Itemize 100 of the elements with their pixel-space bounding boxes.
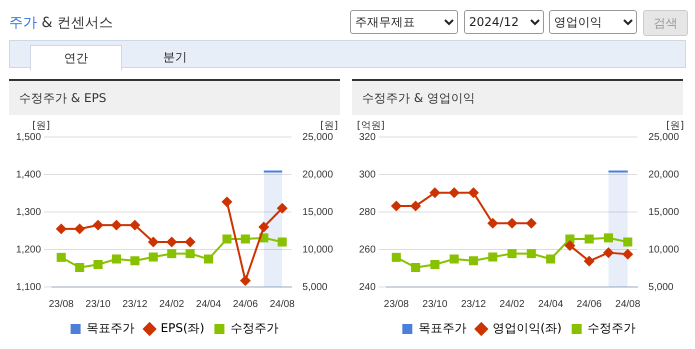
point [130, 220, 140, 230]
point [468, 256, 478, 266]
y2-tick-label: 25,000 [302, 132, 334, 143]
chart-title: 수정주가 & 영업이익 [352, 81, 683, 115]
x-tick-label: 24/02 [159, 298, 185, 310]
chart-title: 수정주가 & EPS [9, 81, 340, 115]
point [204, 254, 214, 264]
y2-tick-label: 15,000 [302, 206, 334, 218]
x-tick-label: 23/08 [384, 298, 410, 310]
text: 연간 [30, 45, 122, 70]
point [93, 220, 104, 230]
point [430, 260, 440, 270]
point [111, 220, 122, 230]
point [604, 233, 614, 242]
point [488, 252, 498, 262]
point [564, 240, 575, 251]
x-tick-label: 24/06 [576, 298, 602, 310]
point [148, 237, 158, 247]
y-tick-label: 1,200 [16, 244, 42, 256]
point [488, 218, 498, 228]
x-tick-label: 24/08 [615, 298, 641, 310]
x-tick-label: 23/12 [460, 298, 486, 310]
y-tick-label: 1,300 [16, 206, 42, 218]
text: 영업이익 [549, 10, 637, 34]
y-axis-title: [원] [32, 120, 50, 132]
y-tick-label: 1,400 [16, 169, 42, 180]
x-tick-label: 23/10 [86, 298, 112, 310]
point [94, 260, 103, 270]
point [468, 188, 478, 198]
point [449, 188, 460, 198]
point [411, 262, 420, 272]
point [526, 218, 536, 228]
point [185, 237, 196, 247]
x-tick-label: 24/08 [270, 298, 296, 310]
point [546, 254, 556, 264]
y2-tick-label: 5,000 [302, 282, 328, 293]
y-tick-label: 300 [358, 169, 376, 180]
point [526, 249, 536, 258]
x-tick-label: 24/04 [538, 298, 564, 310]
y2-tick-label: 5,000 [648, 282, 674, 293]
legend-label: 수정주가 [230, 321, 278, 336]
x-tick-label: 24/02 [500, 298, 525, 310]
point [130, 256, 140, 266]
point [240, 234, 250, 244]
point [222, 196, 232, 207]
point [410, 201, 421, 211]
text: 주가 & 컨센서스 [9, 14, 113, 32]
y-tick-label: 240 [358, 282, 376, 293]
y2-axis-title: [원] [666, 120, 684, 132]
point [622, 249, 633, 260]
point [222, 234, 232, 244]
point [584, 256, 594, 266]
y-tick-label: 280 [358, 206, 376, 218]
y2-tick-label: 20,000 [648, 169, 680, 180]
y2-tick-label: 15,000 [648, 206, 680, 218]
point [392, 252, 401, 262]
point [75, 262, 84, 272]
y2-tick-label: 25,000 [648, 132, 680, 143]
point [450, 254, 459, 264]
legend-label: 수정주가 [588, 321, 636, 336]
point [240, 276, 250, 286]
x-tick-label: 24/04 [196, 298, 222, 310]
point [258, 222, 269, 232]
point [148, 252, 158, 262]
point [166, 237, 177, 247]
y-tick-label: 320 [358, 132, 376, 143]
point [603, 248, 614, 258]
text: 2024/12 [464, 10, 544, 34]
legend-label: 목표주가 [86, 321, 135, 336]
y2-tick-label: 10,000 [302, 244, 334, 256]
text: 분기 [162, 49, 188, 66]
point [112, 254, 122, 264]
point [186, 249, 195, 258]
legend-label: 목표주가 [418, 321, 466, 336]
y-tick-label: 260 [358, 244, 376, 256]
point [277, 203, 288, 214]
point [56, 252, 66, 262]
point [56, 224, 66, 234]
point [508, 249, 517, 258]
x-tick-label: 23/12 [122, 298, 148, 310]
point [74, 224, 85, 234]
point [430, 188, 440, 198]
point [623, 237, 632, 247]
text: 주재무제표 [350, 10, 458, 34]
x-tick-label: 24/06 [232, 298, 258, 310]
y2-tick-label: 20,000 [302, 169, 334, 180]
text: 검색 [643, 10, 688, 36]
point [507, 218, 518, 228]
y-tick-label: 1,100 [16, 282, 42, 293]
x-tick-label: 23/08 [48, 298, 74, 310]
y-tick-label: 1,500 [16, 132, 42, 143]
y2-axis-title: [원] [320, 120, 338, 132]
point [565, 234, 574, 244]
y-axis-title: [억원] [356, 120, 385, 132]
point [167, 249, 176, 258]
legend-label: 영업이익(좌) [492, 321, 562, 336]
y2-tick-label: 10,000 [648, 244, 680, 256]
point [278, 237, 287, 247]
point [584, 234, 594, 244]
x-tick-label: 23/10 [422, 298, 448, 310]
